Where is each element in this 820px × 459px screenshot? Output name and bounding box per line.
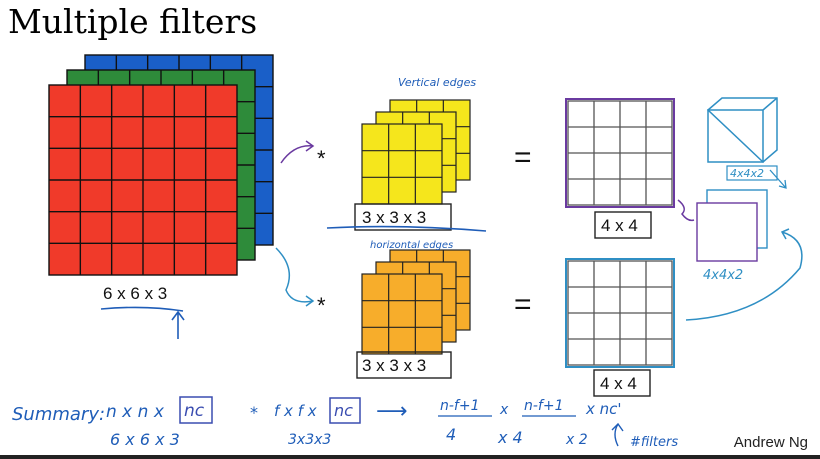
separator-stroke — [326, 225, 487, 232]
stacked-layer-front — [696, 202, 758, 262]
summary-arrow: ⟶ — [376, 399, 408, 424]
vertical-edges-note: Vertical edges — [398, 76, 476, 89]
output-bottom-outline — [565, 258, 675, 368]
arrow-to-stack-icon — [685, 228, 803, 321]
bottom-border — [0, 455, 820, 459]
output-label-box-top — [594, 211, 652, 239]
vertical-filter-layer-3 — [361, 123, 443, 205]
nc-box-input — [179, 396, 213, 424]
stacked-output-volume-icon — [706, 97, 778, 164]
output-size-label-bottom: 4 x 4 — [600, 374, 637, 393]
summary-out-v3: x 2 — [565, 432, 588, 448]
summary-prefix: Summary: — [12, 404, 105, 425]
filter-label-box-bottom — [356, 351, 452, 379]
output-grid-bottom — [565, 258, 675, 368]
input-size-label: 6 x 6 x 3 — [103, 284, 167, 303]
summary-filter-expr: f x f x — [274, 402, 317, 420]
stack-pointer-icon — [769, 169, 787, 189]
stack-label-box-top — [726, 165, 778, 181]
filter-label-box-top — [354, 203, 452, 231]
output-top-cells — [567, 100, 673, 206]
input-channel-red — [48, 84, 238, 276]
summary-input-expr: n x n x — [106, 402, 165, 422]
filter-size-label-top: 3 x 3 x 3 — [362, 208, 426, 227]
output-bottom-cells — [567, 260, 673, 366]
output-size-label-top: 4 x 4 — [601, 216, 638, 235]
summary-filters-note: #filters — [630, 435, 678, 450]
output-grid-top — [565, 98, 675, 208]
arrow-to-vertical-filter-icon — [280, 140, 315, 164]
equals-sign-top: = — [514, 141, 532, 174]
brace-top-output — [677, 199, 695, 222]
equals-sign-bottom: = — [514, 288, 532, 321]
input-volume — [48, 54, 274, 276]
input-underline — [100, 306, 184, 312]
horizontal-edge-filter — [361, 249, 471, 355]
nc-box-filter — [329, 397, 361, 424]
filter-size-label-bottom: 3 x 3 x 3 — [362, 356, 426, 375]
summary-out-v2: x 4 — [497, 428, 523, 447]
up-arrow-icon — [171, 310, 185, 339]
summary-out-tail: x nc' — [585, 400, 622, 418]
stack-size-label-top: 4x4x2 — [730, 167, 764, 180]
page-title: Multiple filters — [8, 2, 258, 41]
summary-filter-values: 3x3x3 — [288, 432, 331, 448]
convolution-operator-top: * — [317, 146, 326, 171]
author-credit: Andrew Ng — [733, 434, 808, 451]
arrow-to-horizontal-filter-icon — [275, 247, 315, 307]
summary-times: * — [250, 403, 258, 422]
summary-nc-input: nc — [184, 401, 205, 421]
horizontal-edges-note: horizontal edges — [370, 240, 453, 251]
summary-input-values: 6 x 6 x 3 — [110, 430, 180, 449]
stack-size-label-bottom: 4x4x2 — [703, 268, 743, 283]
output-label-box-bottom — [593, 369, 651, 397]
convolution-operator-bottom: * — [317, 293, 326, 318]
vertical-edge-filter — [361, 99, 471, 205]
filters-arrow-icon — [611, 422, 624, 447]
summary-out-width: n-f+1 — [524, 398, 564, 414]
summary-x-separator: x — [499, 402, 509, 418]
stacked-output-volume-front-icon — [707, 97, 778, 163]
summary-nc-filter: nc — [334, 401, 353, 420]
summary-out-height: n-f+1 — [440, 398, 480, 414]
summary-out-v1: 4 — [446, 425, 456, 444]
output-top-outline — [565, 98, 675, 208]
horizontal-filter-layer-3 — [361, 273, 443, 355]
